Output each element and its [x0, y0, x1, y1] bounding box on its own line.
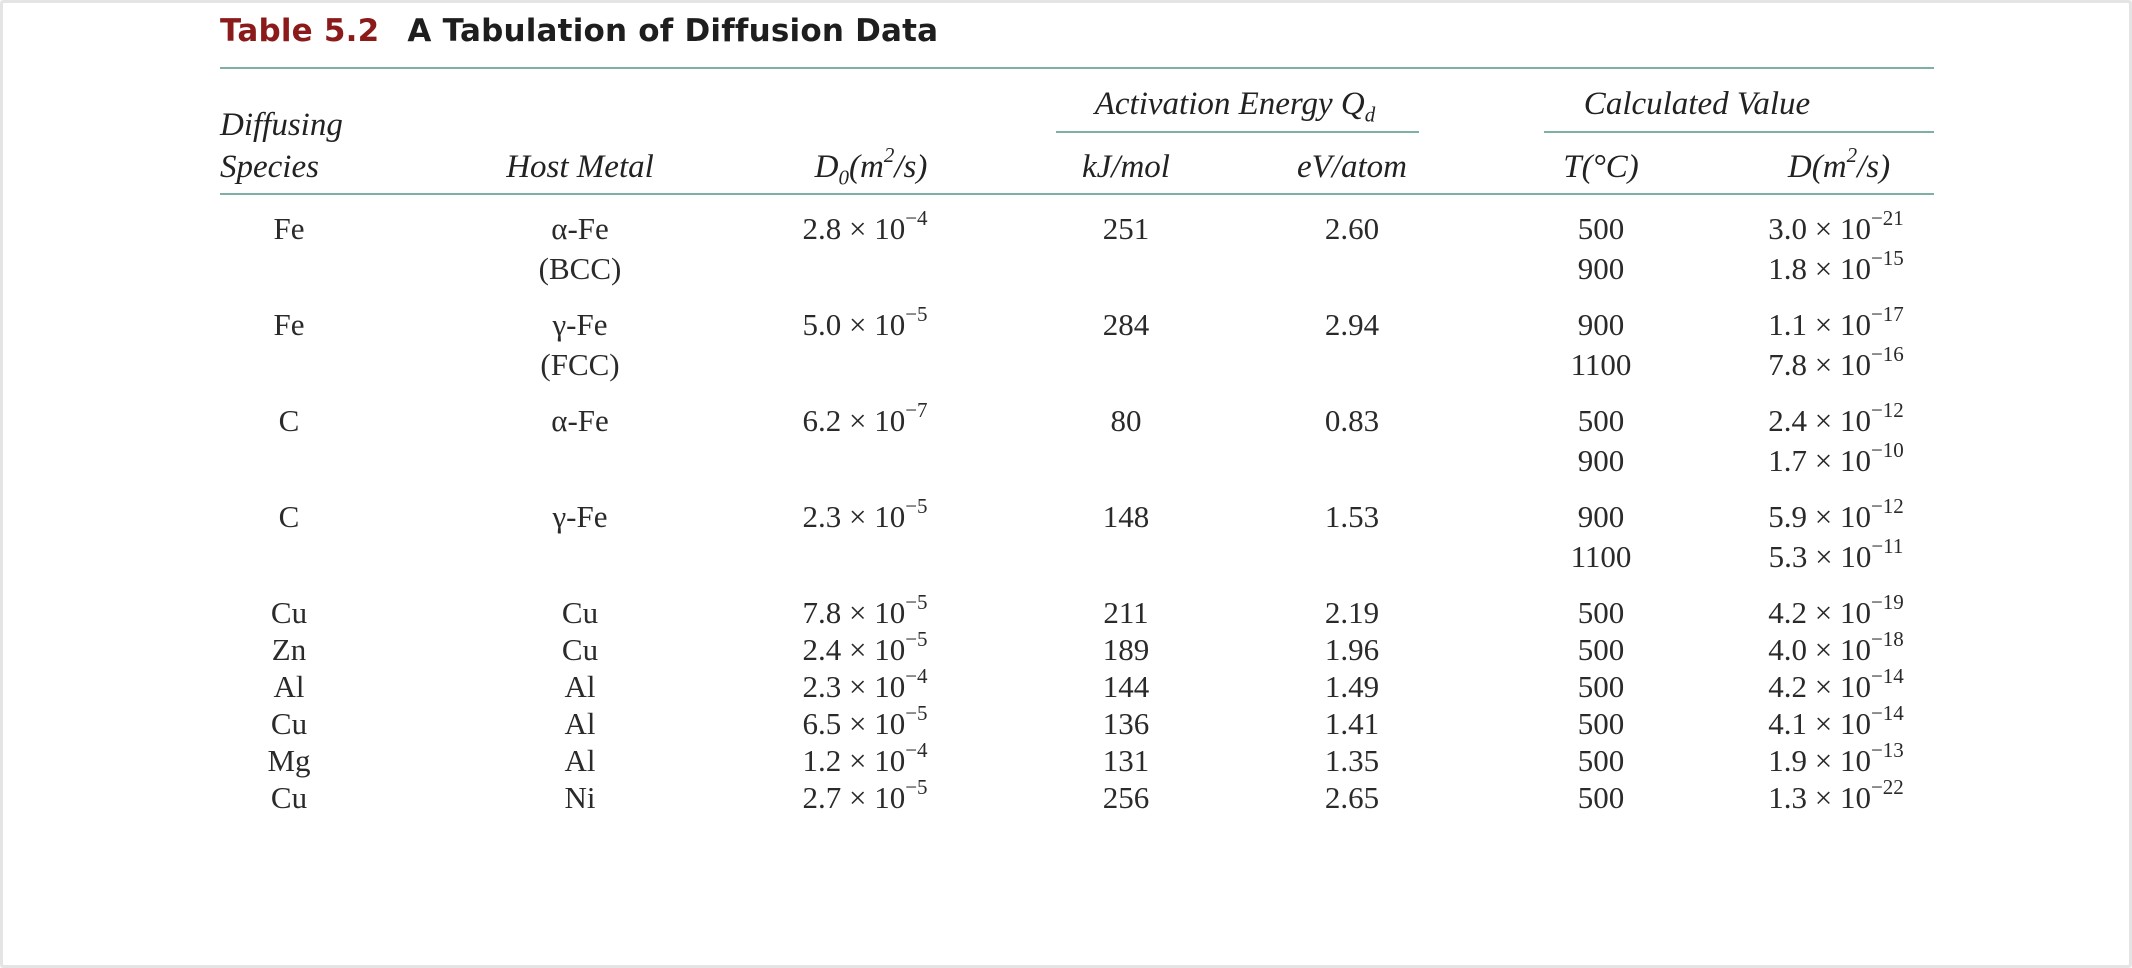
table-caption: Table 5.2 A Tabulation of Diffusion Data	[220, 13, 938, 49]
ev-atom-cell: 2.60	[1324, 211, 1380, 246]
diffusion-coefficient-cell: 7.8 × 10−16	[1768, 341, 1904, 382]
species-cell: Fe	[273, 211, 305, 246]
table-number: Table 5.2	[220, 13, 380, 49]
calculated-value-header: Calculated Value	[1583, 86, 1811, 122]
kj-mol-cell: 256	[1102, 780, 1150, 815]
host-metal-cell: α-Fe	[551, 403, 609, 438]
host-metal-cell: Cu	[561, 595, 599, 630]
temperature-cell: 500	[1577, 632, 1625, 667]
ev-atom-cell: 1.53	[1324, 499, 1380, 534]
host-metal-cell: Al	[564, 743, 596, 778]
diffusion-coefficient-cell: 1.8 × 10−15	[1768, 245, 1904, 286]
d0-cell: 2.3 × 10−4	[802, 663, 928, 704]
ev-atom-header: eV/atom	[1297, 149, 1407, 185]
top-rule	[220, 67, 1934, 69]
d0-header: D0(m2/s)	[814, 143, 928, 190]
activation-energy-rule	[1056, 131, 1419, 133]
ev-atom-cell: 2.94	[1324, 307, 1380, 342]
temperature-cell: 500	[1577, 595, 1625, 630]
d0-cell: 2.3 × 10−5	[802, 493, 928, 534]
activation-energy-header: Activation Energy Qd	[1094, 86, 1376, 127]
kj-mol-cell: 148	[1102, 499, 1150, 534]
diffusion-coefficient-cell: 2.4 × 10−12	[1768, 397, 1904, 438]
ev-atom-cell: 1.35	[1324, 743, 1380, 778]
ev-atom-cell: 1.96	[1324, 632, 1380, 667]
kj-mol-cell: 189	[1102, 632, 1150, 667]
species-cell: Zn	[271, 632, 307, 667]
diffusion-coefficient-cell: 5.3 × 10−11	[1768, 533, 1904, 574]
species-header-line2: Species	[220, 149, 319, 185]
kj-mol-cell: 211	[1103, 595, 1149, 630]
species-header-line1: Diffusing	[220, 107, 343, 143]
d0-cell: 7.8 × 10−5	[802, 589, 928, 630]
temperature-cell: 900	[1577, 499, 1625, 534]
diffusion-coefficient-cell: 1.7 × 10−10	[1768, 437, 1904, 478]
species-cell: Fe	[273, 307, 305, 342]
temperature-cell: 500	[1577, 780, 1625, 815]
kj-mol-cell: 144	[1102, 669, 1150, 704]
d0-cell: 6.2 × 10−7	[802, 397, 928, 438]
temperature-cell: 1100	[1570, 347, 1632, 382]
diffusion-coefficient-cell: 4.0 × 10−18	[1768, 626, 1904, 667]
diffusion-coefficient-cell: 3.0 × 10−21	[1768, 205, 1904, 246]
temperature-cell: 900	[1577, 443, 1625, 478]
species-cell: Al	[273, 669, 305, 704]
temperature-header: T(°C)	[1563, 149, 1639, 185]
temperature-cell: 500	[1577, 403, 1625, 438]
host-structure-cell: (FCC)	[540, 347, 620, 382]
temperature-cell: 500	[1577, 211, 1625, 246]
diffusion-coefficient-cell: 5.9 × 10−12	[1768, 493, 1904, 534]
d-header: D(m2/s)	[1787, 143, 1891, 186]
ev-atom-cell: 0.83	[1324, 403, 1380, 438]
species-cell: Cu	[270, 780, 308, 815]
temperature-cell: 900	[1577, 251, 1625, 286]
calculated-value-rule	[1544, 131, 1934, 133]
species-cell: C	[278, 499, 300, 534]
diffusion-coefficient-cell: 4.2 × 10−19	[1768, 589, 1904, 630]
d0-cell: 1.2 × 10−4	[802, 737, 928, 778]
ev-atom-cell: 1.41	[1324, 706, 1380, 741]
d0-cell: 2.7 × 10−5	[802, 774, 928, 815]
host-metal-cell: α-Fe	[551, 211, 609, 246]
diffusion-coefficient-cell: 1.3 × 10−22	[1768, 774, 1904, 815]
ev-atom-cell: 2.65	[1324, 780, 1380, 815]
d0-cell: 6.5 × 10−5	[802, 700, 928, 741]
host-metal-cell: Al	[564, 669, 596, 704]
table-title: A Tabulation of Diffusion Data	[407, 13, 939, 49]
temperature-cell: 500	[1577, 706, 1625, 741]
kj-mol-cell: 251	[1102, 211, 1150, 246]
kj-mol-cell: 136	[1102, 706, 1150, 741]
species-cell: Mg	[267, 743, 311, 778]
temperature-cell: 900	[1577, 307, 1625, 342]
host-structure-cell: (BCC)	[538, 251, 622, 286]
temperature-cell: 1100	[1570, 539, 1632, 574]
kj-mol-cell: 131	[1102, 743, 1150, 778]
species-cell: Cu	[270, 706, 308, 741]
host-metal-cell: γ-Fe	[552, 307, 608, 342]
diffusion-coefficient-cell: 4.1 × 10−14	[1768, 700, 1904, 741]
diffusion-coefficient-cell: 1.1 × 10−17	[1768, 301, 1904, 342]
d0-cell: 2.8 × 10−4	[802, 205, 928, 246]
species-cell: C	[278, 403, 300, 438]
temperature-cell: 500	[1577, 743, 1625, 778]
kj-mol-header: kJ/mol	[1082, 149, 1170, 185]
kj-mol-cell: 80	[1110, 403, 1142, 438]
d0-cell: 2.4 × 10−5	[802, 626, 928, 667]
host-metal-cell: Cu	[561, 632, 599, 667]
temperature-cell: 500	[1577, 669, 1625, 704]
host-metal-header: Host Metal	[506, 149, 654, 185]
ev-atom-cell: 1.49	[1324, 669, 1380, 704]
header-rule	[220, 193, 1934, 195]
ev-atom-cell: 2.19	[1324, 595, 1380, 630]
host-metal-cell: γ-Fe	[552, 499, 608, 534]
species-cell: Cu	[270, 595, 308, 630]
kj-mol-cell: 284	[1102, 307, 1150, 342]
diffusion-coefficient-cell: 4.2 × 10−14	[1768, 663, 1904, 704]
host-metal-cell: Al	[564, 706, 596, 741]
d0-cell: 5.0 × 10−5	[802, 301, 928, 342]
diffusion-coefficient-cell: 1.9 × 10−13	[1768, 737, 1904, 778]
host-metal-cell: Ni	[564, 780, 596, 815]
